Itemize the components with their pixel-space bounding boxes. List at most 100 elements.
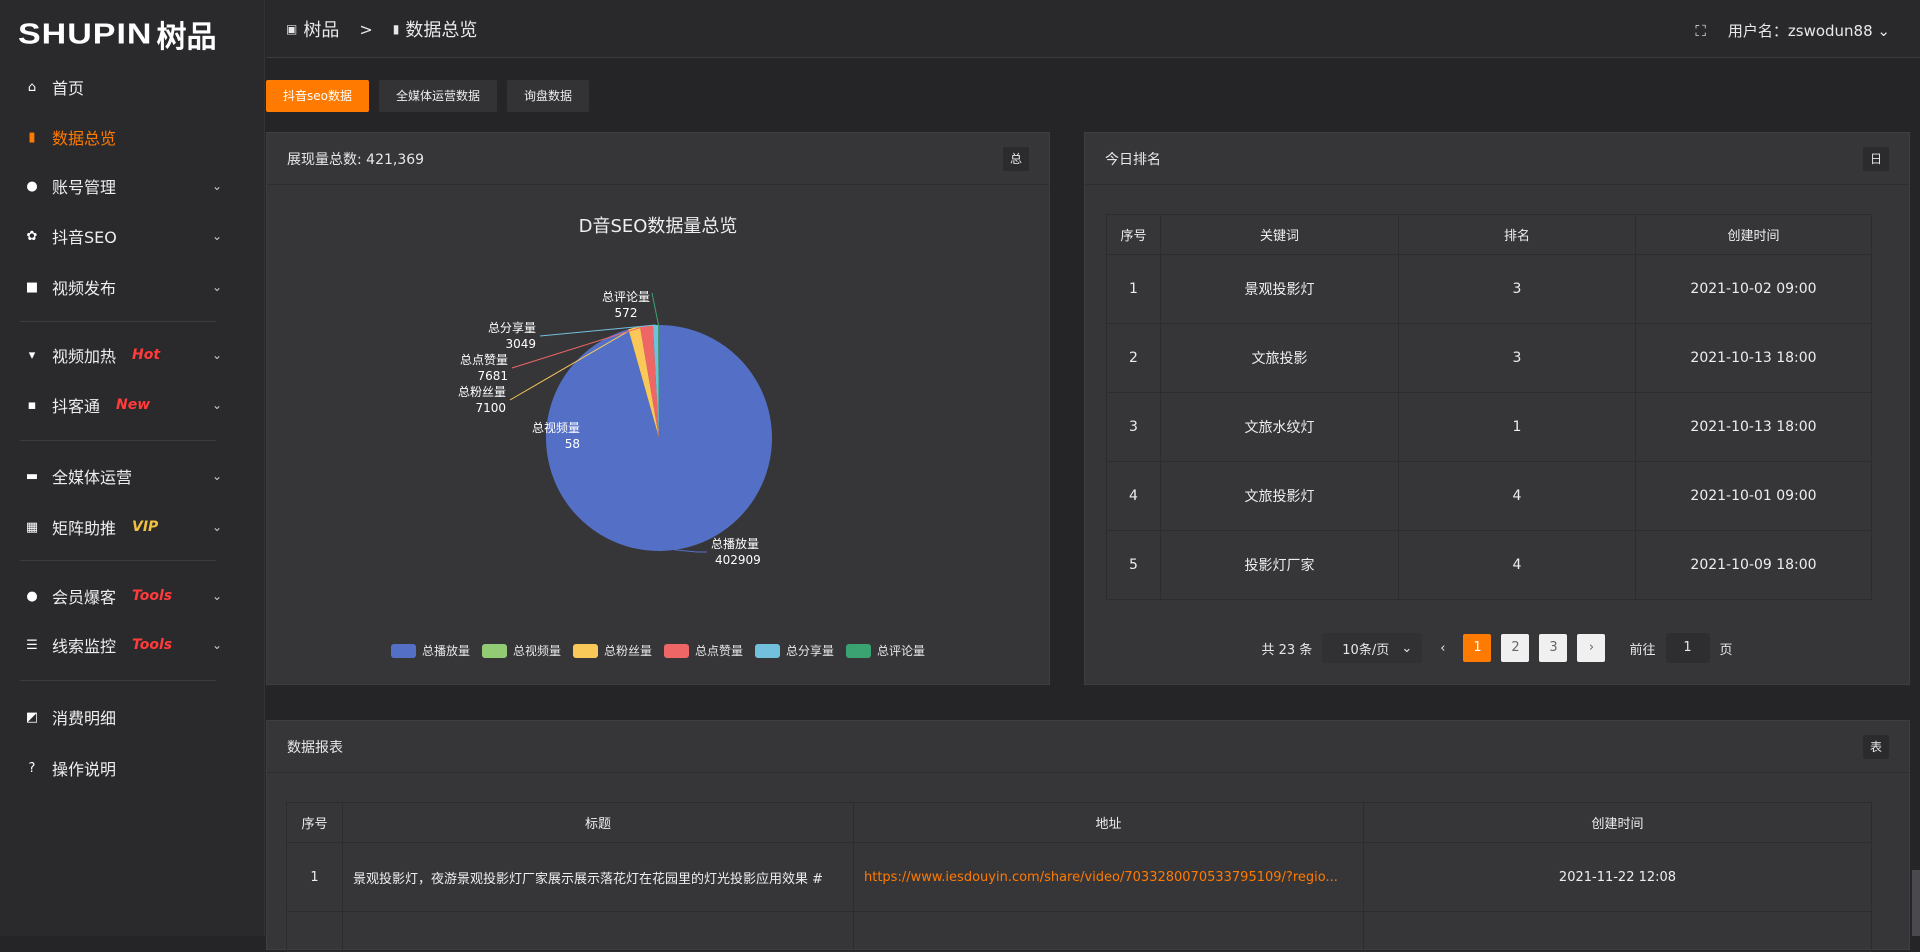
legend-item[interactable]: 总粉丝量 xyxy=(572,642,652,659)
legend-item[interactable]: 总分享量 xyxy=(755,642,834,659)
user-icon: ● xyxy=(26,178,38,194)
help-icon: ? xyxy=(28,760,36,776)
page-3[interactable]: 3 xyxy=(1539,634,1568,662)
prev-page-button[interactable]: ‹ xyxy=(1440,640,1446,656)
next-page-button[interactable]: › xyxy=(1577,634,1606,662)
chevron-down-icon: ⌄ xyxy=(212,520,223,534)
label-line xyxy=(674,549,707,553)
sidebar-item-3[interactable]: ✿ 抖音SEO ⌄ xyxy=(0,216,265,256)
total-button[interactable]: 总 xyxy=(1003,146,1029,171)
tab-douyin-seo[interactable]: 抖音seo数据 xyxy=(266,80,369,112)
scrollbar[interactable] xyxy=(1912,870,1920,936)
page-2[interactable]: 2 xyxy=(1501,634,1530,662)
gear-icon: ✿ xyxy=(26,228,38,244)
legend-item[interactable]: 总点赞量 xyxy=(664,642,743,659)
user-menu[interactable]: 用户名：zswodun88 ⌄ xyxy=(1727,22,1890,40)
data-label: 7100 xyxy=(475,401,506,415)
chevron-down-icon: ⌄ xyxy=(212,348,223,362)
tab-inquiry[interactable]: 询盘数据 xyxy=(507,80,590,112)
pie-slice[interactable] xyxy=(628,329,659,438)
chevron-down-icon: ⌄ xyxy=(1872,22,1890,40)
sidebar-item-label: 矩阵助推 xyxy=(52,519,117,538)
table-cell xyxy=(853,911,1364,952)
table-cell: 4 xyxy=(1398,461,1636,531)
pie-chart: D音SEO数据量总览 总播放量 402909 总视频量 58 总粉丝量 7100 总点赞量 7… xyxy=(458,216,772,567)
page-size-select[interactable]: 10条/页 ⌄ xyxy=(1322,633,1423,663)
sidebar-item-0[interactable]: ⌂ 首页 xyxy=(0,67,265,107)
table-cell: 文旅投影 xyxy=(1160,323,1399,393)
table-cell: 投影灯厂家 xyxy=(1160,530,1399,600)
wallet-icon: ◩ xyxy=(25,709,39,725)
tab-all-media[interactable]: 全媒体运营数据 xyxy=(378,80,497,112)
slice-label: 总粉丝量 xyxy=(458,385,506,399)
sidebar-item-label: 线索监控 xyxy=(52,637,117,656)
table-cell: 景观投影灯 xyxy=(1160,254,1399,324)
data-label: 3049 xyxy=(505,337,536,351)
table-row xyxy=(286,911,1872,952)
table-cell: 2 xyxy=(1106,323,1161,393)
bar-chart-icon: ▮ xyxy=(392,22,400,36)
sidebar-item-label: 抖客通 xyxy=(52,397,101,416)
sidebar: SHUPIN 树品 ⌂ 首页 ▮ 数据总览 ● 账号管理 ⌄ ✿ 抖音SEO ⌄ ■ 视频发布 ⌄ ▾ 视频加… xyxy=(0,0,265,936)
column-header: 创建时间 xyxy=(1363,802,1872,843)
sidebar-item-1[interactable]: ▮ 数据总览 xyxy=(0,117,265,157)
dashboard-icon: ▣ xyxy=(286,22,298,36)
sidebar-item-6[interactable]: ▪ 抖客通 New ⌄ xyxy=(0,385,265,425)
home-icon: ⌂ xyxy=(27,79,37,95)
slice-label: 总点赞量 xyxy=(460,353,508,367)
table-row: 1 景观投影灯，夜游景观投影灯厂家展示展示落花灯在花园里的灯光投影应用效果 # ht… xyxy=(286,842,1872,912)
flag-icon: ▾ xyxy=(28,347,36,363)
slice-label: 总播放量 xyxy=(711,536,759,551)
column-header: 排名 xyxy=(1398,214,1636,255)
video-link[interactable]: https://www.iesdouyin.com/share/video/70… xyxy=(853,842,1364,912)
column-header: 序号 xyxy=(286,802,343,843)
pie-slice[interactable] xyxy=(640,325,659,438)
legend-swatch xyxy=(664,643,689,658)
sidebar-item-2[interactable]: ● 账号管理 ⌄ xyxy=(0,166,265,206)
sidebar-item-label: 数据总览 xyxy=(52,129,117,148)
total-count: 共 23 条 xyxy=(1261,642,1313,658)
camera-icon: ■ xyxy=(25,279,39,295)
page-1[interactable]: 1 xyxy=(1463,634,1492,662)
slice-label: 总视频量 xyxy=(532,420,580,435)
pie-slice[interactable] xyxy=(652,325,659,438)
sidebar-item-9[interactable]: ● 会员爆客 Tools ⌄ xyxy=(0,576,265,616)
chevron-down-icon: ⌄ xyxy=(212,229,223,243)
table-cell: 3 xyxy=(1106,392,1161,462)
day-button[interactable]: 日 xyxy=(1863,146,1889,171)
sidebar-item-label: 消费明细 xyxy=(52,709,117,728)
sidebar-item-12[interactable]: ? 操作说明 xyxy=(0,748,265,788)
column-header: 地址 xyxy=(853,802,1364,843)
sidebar-item-5[interactable]: ▾ 视频加热 Hot ⌄ xyxy=(0,335,265,375)
table-row: 1 景观投影灯 3 2021-10-02 09:00 xyxy=(1106,254,1872,324)
sidebar-badge: New xyxy=(116,397,151,413)
breadcrumb: ▣ 树品 > ▮ 数据总览 xyxy=(286,16,477,42)
legend-item[interactable]: 总播放量 xyxy=(390,642,470,659)
sidebar-item-4[interactable]: ■ 视频发布 ⌄ xyxy=(0,267,265,307)
sidebar-item-label: 抖音SEO xyxy=(52,228,117,247)
rank-table: 序号 关键词 排名 创建时间 1 景观投影灯 3 2021-10-02 09:00 2 文旅投影 3… xyxy=(1106,214,1872,600)
label-line xyxy=(539,324,656,337)
fullscreen-icon[interactable]: ⛶ xyxy=(1695,21,1706,40)
table-cell: 1 xyxy=(1106,254,1161,324)
sidebar-badge: Tools xyxy=(132,588,173,604)
table-button[interactable]: 表 xyxy=(1863,734,1889,759)
goto-page-input[interactable]: 1 xyxy=(1665,633,1710,663)
legend-item[interactable]: 总评论量 xyxy=(846,642,925,659)
sidebar-item-8[interactable]: ▦ 矩阵助推 VIP ⌄ xyxy=(0,507,265,547)
sidebar-item-label: 视频发布 xyxy=(52,279,117,298)
column-header: 关键词 xyxy=(1160,214,1399,255)
table-cell xyxy=(1363,911,1872,952)
table-cell: 5 xyxy=(1106,530,1161,600)
slice-label: 总评论量 xyxy=(602,290,650,304)
sidebar-item-11[interactable]: ◩ 消费明细 xyxy=(0,697,265,737)
chevron-down-icon: ⌄ xyxy=(212,280,223,294)
legend-item[interactable]: 总视频量 xyxy=(481,642,561,659)
table-cell: 景观投影灯，夜游景观投影灯厂家展示展示落花灯在花园里的灯光投影应用效果 # xyxy=(342,842,854,912)
sidebar-item-10[interactable]: ☰ 线索监控 Tools ⌄ xyxy=(0,625,265,665)
menu-divider xyxy=(20,440,216,441)
breadcrumb-home[interactable]: 树品 xyxy=(303,20,340,41)
sidebar-item-7[interactable]: ▬ 全媒体运营 ⌄ xyxy=(0,456,265,496)
legend-swatch xyxy=(846,643,872,658)
pie-slice[interactable] xyxy=(628,326,659,438)
